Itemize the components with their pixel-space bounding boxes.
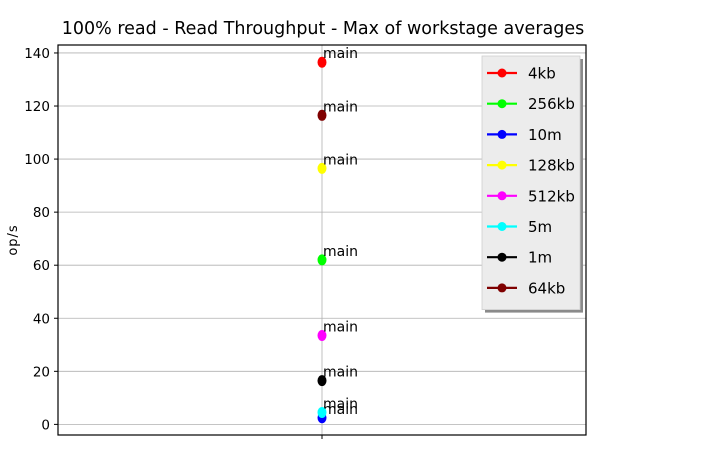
legend-marker-1m bbox=[497, 252, 507, 262]
point-512kb-0 bbox=[317, 330, 327, 342]
point-label-5m-0: main bbox=[323, 396, 358, 412]
plot-frame bbox=[57, 44, 587, 436]
point-64kb-0 bbox=[317, 109, 327, 121]
point-label-128kb-0: main bbox=[323, 152, 358, 168]
legend-label-4kb: 4kb bbox=[528, 65, 556, 83]
point-256kb-0 bbox=[317, 254, 327, 266]
y-tick-label-2: 40 bbox=[33, 311, 50, 327]
legend-marker-10m bbox=[497, 129, 507, 139]
legend-label-1m: 1m bbox=[528, 249, 552, 267]
legend-marker-128kb bbox=[497, 160, 507, 170]
y-tick-label-4: 80 bbox=[33, 205, 50, 221]
point-5m-0 bbox=[317, 406, 327, 418]
legend-marker-512kb bbox=[497, 191, 507, 201]
legend-marker-64kb bbox=[497, 283, 507, 293]
point-label-1m-0: main bbox=[323, 365, 358, 381]
legend-label-10m: 10m bbox=[528, 126, 562, 144]
legend-marker-4kb bbox=[497, 68, 507, 78]
point-1m-0 bbox=[317, 375, 327, 387]
legend-marker-5m bbox=[497, 222, 507, 231]
point-label-256kb-0: main bbox=[323, 244, 358, 260]
y-axis-label: op/s bbox=[6, 224, 21, 255]
legend-label-512kb: 512kb bbox=[528, 187, 575, 205]
legend-marker-256kb bbox=[497, 99, 507, 109]
y-axis-ticks: 0 20 40 60 80 100 120 140 bbox=[24, 46, 323, 439]
legend-label-256kb: 256kb bbox=[528, 95, 575, 113]
point-label-4kb-0: main bbox=[323, 46, 358, 62]
point-4kb-0 bbox=[317, 56, 327, 68]
y-tick-label-6: 120 bbox=[24, 99, 50, 115]
legend-label-128kb: 128kb bbox=[528, 157, 575, 175]
y-tick-label-7: 140 bbox=[24, 46, 50, 62]
y-tick-label-3: 60 bbox=[33, 258, 50, 274]
legend-label-5m: 5m bbox=[528, 218, 552, 236]
y-tick-label-1: 20 bbox=[33, 364, 50, 380]
point-label-64kb-0: main bbox=[323, 99, 358, 115]
chart-title: 100% read - Read Throughput - Max of wor… bbox=[62, 19, 585, 39]
y-tick-label-0: 0 bbox=[41, 417, 50, 433]
legend-box bbox=[481, 55, 581, 311]
legend: 4kb 256kb 10m 128kb 512kb 5m 1m 64kb bbox=[481, 55, 583, 313]
point-128kb-0 bbox=[317, 162, 327, 174]
point-label-10m-0: main bbox=[323, 402, 358, 418]
legend-label-64kb: 64kb bbox=[528, 279, 565, 297]
y-tick-label-5: 100 bbox=[24, 152, 50, 168]
point-label-512kb-0: main bbox=[323, 320, 358, 336]
